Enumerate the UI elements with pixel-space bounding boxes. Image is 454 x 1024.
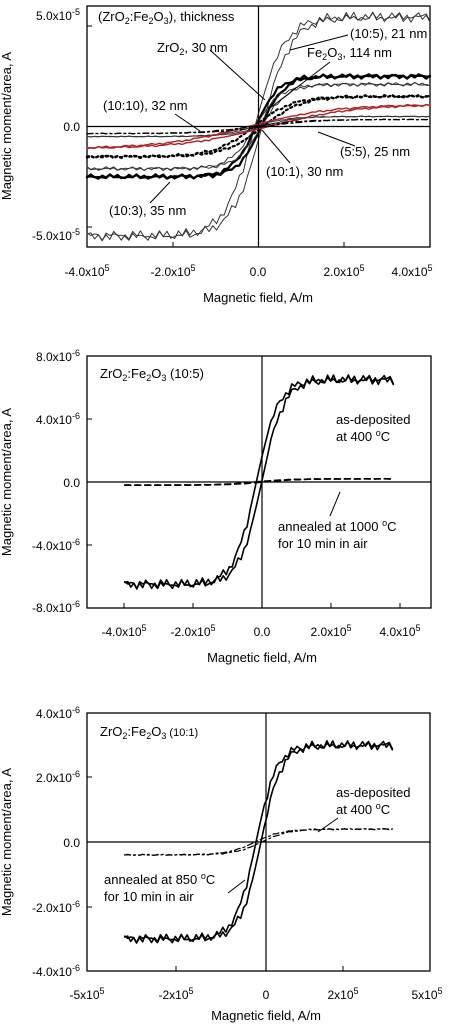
y-axis-label: Magnetic moment/area, A	[0, 52, 14, 200]
series-line-1-return	[124, 374, 395, 590]
panel-1-title: (ZrO2:Fe2O3), thickness	[98, 9, 235, 26]
panel-3: 4.0x10-6 2.0x10-6 0.0 -2.0x10-6 -4.0x10-…	[0, 705, 443, 1023]
y-tick-label: 4.0x10-6	[36, 705, 80, 721]
x-tick-label: 4.0x105	[379, 623, 420, 639]
annotation: (5:5), 25 nm	[340, 144, 410, 159]
leader-line	[227, 879, 246, 894]
x-tick-label: 0.0	[254, 625, 271, 639]
x-axis-label: Magnetic field, A/m	[203, 290, 313, 305]
panel-2-title: ZrO2:Fe2O3 (10:5)	[100, 366, 204, 383]
curves-3	[123, 739, 394, 944]
y-axis-label: Magnetic moment/area, A	[0, 408, 14, 556]
annotation: annealed at 1000 oC	[278, 518, 397, 534]
y-tick-label: 2.0x10-6	[36, 769, 80, 785]
annotation: at 400 oC	[336, 428, 390, 444]
series-line-4-return	[85, 93, 432, 160]
annotation: at 400 oC	[336, 801, 390, 817]
series-line-2-return	[124, 827, 393, 856]
x-tick-label: 2x105	[327, 986, 358, 1002]
x-tick-label: 2.0x105	[310, 623, 351, 639]
y-tick-label: 0.0	[63, 120, 80, 134]
y-tick-label: 4.0x10-6	[36, 411, 80, 427]
x-tick-label: 0.0	[250, 265, 267, 279]
annotation: annealed at 850 oC	[104, 871, 215, 887]
y-tick-label: 0.0	[63, 836, 80, 850]
annotation: as-deposited	[336, 785, 410, 800]
y-tick-label: 5.0x10-5	[36, 7, 80, 23]
annotation: (10:10), 32 nm	[103, 98, 188, 113]
x-tick-label: 5x105	[411, 986, 442, 1002]
series-line-1-return	[123, 740, 394, 944]
leader-line	[317, 817, 339, 833]
annotation: (10:5), 21 nm	[350, 26, 427, 41]
x-tick-label: 2.0x105	[323, 263, 364, 279]
ticks-2	[87, 418, 401, 608]
x-tick-label: -4.0x105	[101, 623, 146, 639]
panel-1: 5.0x10-5 0.0 -5.0x10-5 -4.0x105 -2.0x105…	[0, 5, 433, 305]
annotation: for 10 min in air	[278, 536, 368, 551]
annotation: Fe2O3, 114 nm	[307, 45, 392, 62]
annotation: (10:1), 30 nm	[266, 164, 343, 179]
x-tick-label: 0	[263, 988, 270, 1002]
x-tick-label: 4.0x105	[391, 263, 432, 279]
x-tick-label: -2x105	[158, 986, 193, 1002]
x-tick-label: -2.0x105	[150, 263, 195, 279]
y-tick-label: 8.0x10-6	[36, 348, 80, 364]
y-tick-label: 0.0	[63, 476, 80, 490]
x-tick-label: -5x105	[69, 986, 104, 1002]
x-tick-label: -4.0x105	[64, 263, 109, 279]
x-axis-label: Magnetic field, A/m	[211, 1008, 321, 1023]
y-tick-label: -4.0x10-6	[32, 537, 80, 553]
leader-line	[329, 491, 341, 517]
ticks-3	[87, 776, 344, 971]
annotation: as-deposited	[336, 412, 410, 427]
y-tick-label: -2.0x10-6	[32, 899, 80, 915]
panel-3-title: ZrO2:Fe2O3 (10:1)	[100, 724, 198, 741]
annotation: ZrO2, 30 nm	[157, 40, 228, 57]
leader-lines-1	[149, 34, 356, 204]
annotation: for 10 min in air	[104, 889, 194, 904]
x-tick-label: -2.0x105	[170, 623, 215, 639]
panel-2: 8.0x10-6 4.0x10-6 0.0 -4.0x10-6 -8.0x10-…	[0, 348, 432, 665]
x-axis-label: Magnetic field, A/m	[207, 650, 317, 665]
y-axis-label: Magnetic moment/area, A	[0, 768, 14, 916]
y-tick-label: -5.0x10-5	[32, 227, 80, 243]
y-tick-label: -4.0x10-6	[32, 963, 80, 979]
y-tick-label: -8.0x10-6	[32, 599, 80, 615]
ticks-1	[87, 25, 345, 247]
annotation: (10:3), 35 nm	[109, 203, 186, 218]
